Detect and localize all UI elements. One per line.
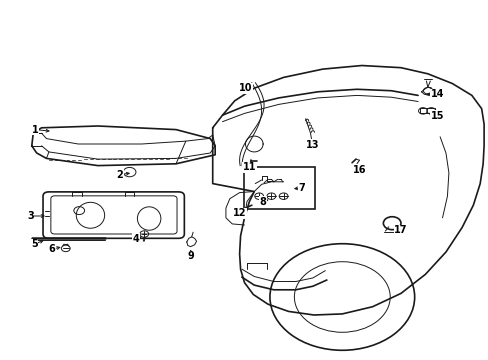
Text: 4: 4	[132, 234, 139, 244]
Text: 12: 12	[232, 208, 246, 218]
Text: 3: 3	[27, 211, 34, 221]
Text: 11: 11	[242, 162, 256, 172]
Text: 14: 14	[430, 89, 444, 99]
Text: 1: 1	[32, 125, 39, 135]
Text: 10: 10	[238, 83, 252, 93]
Bar	[419, 108, 434, 113]
Text: 16: 16	[352, 165, 366, 175]
Bar	[244, 167, 315, 209]
Text: 5: 5	[31, 239, 38, 249]
Text: 8: 8	[259, 197, 266, 207]
Text: 13: 13	[305, 140, 319, 150]
Text: 7: 7	[298, 183, 305, 193]
Text: 6: 6	[48, 244, 55, 254]
Text: 15: 15	[430, 111, 444, 121]
Text: 9: 9	[187, 251, 194, 261]
Text: 17: 17	[393, 225, 407, 235]
Text: 2: 2	[116, 170, 123, 180]
